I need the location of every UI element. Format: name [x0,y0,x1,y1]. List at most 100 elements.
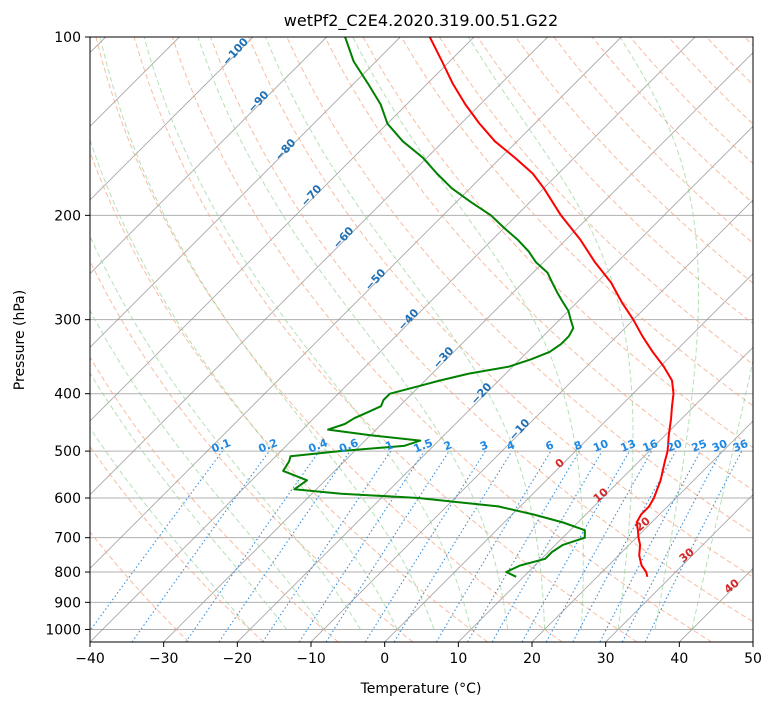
dry-adiabat-line [400,37,753,407]
x-tick-label: −40 [75,651,105,667]
y-axis-label: Pressure (hPa) [12,290,28,390]
isotherm-line [90,37,327,275]
dry-adiabat-line [744,37,753,47]
moist-adiabat-line [90,235,361,630]
plot-frame [89,36,754,643]
mixing-ratio-label: 8 [572,438,584,453]
dry-adiabat-label: 20 [633,514,653,534]
dry-adiabat-line [438,37,753,366]
mixing-ratio-label: 25 [690,437,709,455]
mixing-ratio-label: 10 [591,437,610,455]
isotherm-line [310,199,753,642]
y-tick-label: 800 [54,565,81,581]
moist-adiabat-label: −50 [362,266,388,293]
isotherm-line [458,346,753,642]
x-tick-label: 0 [380,651,389,667]
mixing-ratio-label: 0.1 [210,436,233,455]
mixing-ratio-line [131,450,270,642]
line-labels: 0.1 0.2 0.4 0.6 1 1.5 2 3 4 6 8 10 13 16 20 25 30 3601020… [210,35,751,596]
isotherm-line [90,37,401,348]
mixing-ratio-line [621,450,722,642]
mixing-ratio-line [185,450,320,642]
mixing-ratio-line [262,450,392,642]
dry-adiabat-line [90,531,190,642]
moist-adiabat-line [467,37,634,630]
isotherm-line [163,52,753,642]
moist-adiabat-label: −60 [330,224,356,251]
dry-adiabat-line [90,445,264,642]
y-tick-label: 1000 [45,622,81,638]
dry-adiabat-line [515,37,753,284]
dry-adiabat-line [324,37,753,491]
x-tick-label: 30 [597,651,615,667]
isotherm-line [679,567,753,642]
isotherm-line [90,37,696,642]
dry-adiabat-line [171,37,712,642]
mixing-ratio-label: 16 [641,437,660,455]
moist-adiabat-label: −30 [430,344,456,371]
mixing-ratio-label: 2 [442,438,454,453]
chart-title: wetPf2_C2E4.2020.319.00.51.G22 [284,11,558,31]
dry-adiabat-line [133,37,638,642]
moist-adiabat-line [265,37,546,630]
profile-lines [282,37,675,578]
moist-adiabat-label: −10 [506,416,532,443]
y-tick-label: 500 [54,444,81,460]
y-tick-label: 200 [54,208,81,224]
dry-adiabat-line [210,37,753,623]
dry-adiabat-line [95,37,563,642]
moist-adiabat-label: −80 [272,136,298,163]
moist-adiabat-line [691,358,753,630]
y-tick-label: 900 [54,595,81,611]
mixing-ratio-line [325,450,450,642]
mixing-ratio-line [218,450,351,642]
moist-adiabat-label: −70 [298,182,324,209]
isotherm-line [384,273,753,642]
moist-adiabat-line [197,37,509,630]
dry-adiabat-label: 30 [677,545,697,565]
isotherm-line [752,641,753,642]
isotherm-line [90,37,622,569]
x-tick-label: −10 [296,651,326,667]
mixing-ratio-label: 30 [710,437,729,455]
dry-adiabat-label: 0 [553,456,567,471]
isotherm-line [531,420,753,642]
moist-adiabat-line [90,427,251,630]
dry-adiabat-line [90,356,339,642]
mixing-ratio-label: 20 [665,437,684,455]
x-tick-label: 20 [523,651,541,667]
x-tick-label: −20 [223,651,253,667]
isotherm-line [90,37,254,201]
mixing-ratio-label: 13 [619,437,638,455]
x-tick-label: 50 [744,651,762,667]
x-tick-label: 40 [670,651,688,667]
isotherm-line [90,37,548,496]
y-tick-label: 600 [54,491,81,507]
x-axis-label: Temperature (°C) [360,681,482,697]
mixing-ratio-line [599,450,701,642]
isotherm-line [605,494,753,642]
mixing-ratio-line [521,450,630,642]
mixing-ratio-line [435,450,552,642]
mixing-ratio-line [572,450,677,642]
mixing-ratio-line [644,450,743,642]
y-tick-label: 700 [54,531,81,547]
y-tick-label: 300 [54,313,81,329]
dry-adiabat-line [248,37,753,578]
moist-adiabat-line [90,309,324,630]
dry-adiabat-line [362,37,753,449]
moist-adiabat-label: −100 [220,35,251,68]
moist-adiabat-label: −90 [245,88,271,115]
y-tick-label: 400 [54,387,81,403]
isotherm-line [237,125,753,642]
moist-adiabat-line [352,37,584,630]
moist-adiabat-line [99,37,435,630]
dry-adiabat-line [90,150,488,642]
mixing-ratio-line [393,450,513,642]
moist-adiabat-line [90,371,288,630]
moist-adiabat-line [143,37,472,630]
x-tick-label: 10 [449,651,467,667]
mixing-ratio-line [545,450,653,642]
temperature-line [428,37,675,578]
